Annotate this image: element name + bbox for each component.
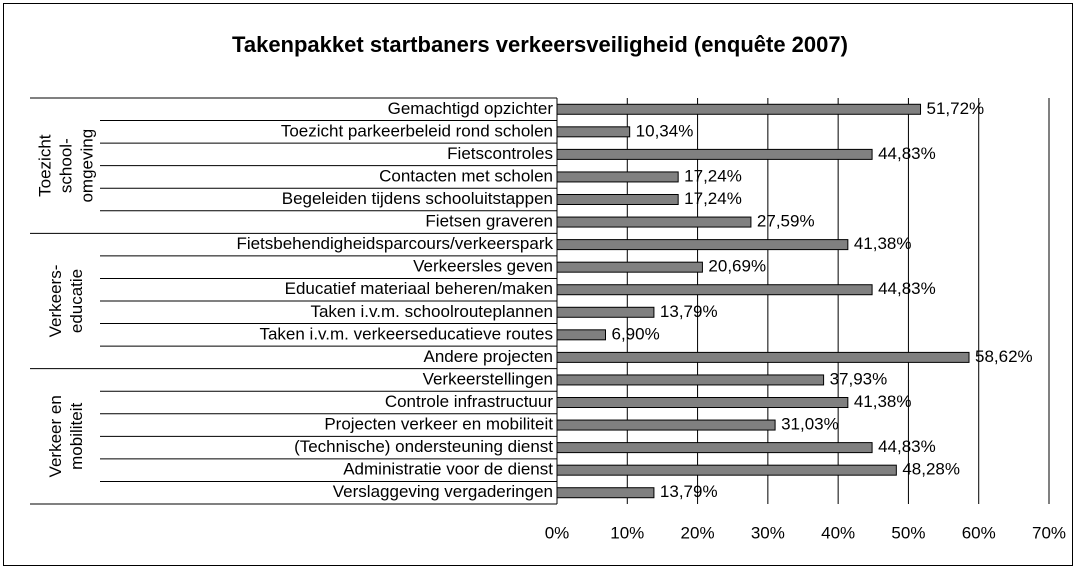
y-tick-label: Contacten met scholen [379, 166, 553, 185]
value-label: 44,83% [878, 437, 936, 456]
y-tick-label: Educatief materiaal beheren/maken [285, 279, 553, 298]
value-label: 48,28% [902, 460, 960, 479]
y-tick-label: Administratie voor de dienst [343, 460, 553, 479]
group-label: omgeving [77, 129, 96, 203]
group-label: Toezicht [35, 134, 54, 197]
y-tick-label: Andere projecten [424, 347, 553, 366]
y-tick-label: Verkeerstellingen [423, 369, 553, 388]
bar [556, 374, 825, 386]
value-label: 17,24% [684, 189, 742, 208]
y-tick-label: Fietscontroles [447, 144, 553, 163]
value-label: 41,38% [854, 392, 912, 411]
y-tick-label: Verslaggeving vergaderingen [333, 482, 553, 501]
bar [556, 148, 873, 160]
y-tick-label: Begeleiden tijdens schooluitstappen [282, 189, 553, 208]
value-label: 37,93% [830, 369, 888, 388]
y-tick-label: Taken i.v.m. verkeerseducatieve routes [259, 324, 553, 343]
group-label: Verkeer en [46, 395, 65, 477]
value-label: 6,90% [611, 324, 659, 343]
bar [556, 216, 752, 228]
bar [556, 419, 776, 431]
value-label: 27,59% [757, 212, 815, 231]
y-tick-label: (Technische) ondersteuning dienst [294, 437, 553, 456]
group-label: mobiliteit [67, 403, 86, 470]
value-label: 31,03% [781, 415, 839, 434]
bar [556, 261, 703, 273]
bar [556, 351, 970, 363]
value-label: 20,69% [708, 257, 766, 276]
value-label: 17,24% [684, 166, 742, 185]
value-label: 44,83% [878, 279, 936, 298]
y-tick-label: Gemachtigd opzichter [388, 99, 554, 118]
bar [556, 284, 873, 296]
x-tick-label: 10% [610, 523, 644, 542]
value-label: 41,38% [854, 234, 912, 253]
x-tick-label: 70% [1032, 523, 1066, 542]
x-tick-label: 20% [681, 523, 715, 542]
bar [556, 487, 655, 499]
y-tick-label: Fietsen graveren [425, 212, 553, 231]
bar [556, 306, 655, 318]
group-label: Verkeers- [46, 265, 65, 338]
y-tick-label: Toezicht parkeerbeleid rond scholen [281, 121, 553, 140]
bar [556, 397, 849, 408]
value-label: 10,34% [636, 121, 694, 140]
x-tick-label: 30% [751, 523, 785, 542]
bar [556, 239, 849, 251]
x-tick-label: 40% [821, 523, 855, 542]
group-label: school- [56, 138, 75, 193]
bar [556, 442, 873, 454]
group-label: educatie [67, 269, 86, 333]
x-tick-label: 0% [545, 523, 570, 542]
y-tick-label: Projecten verkeer en mobiliteit [324, 415, 553, 434]
bar [556, 126, 631, 138]
x-tick-label: 60% [962, 523, 996, 542]
bar [556, 171, 679, 183]
bar [556, 464, 897, 476]
y-tick-label: Fietsbehendigheidsparcours/verkeerspark [236, 234, 553, 253]
value-label: 13,79% [660, 482, 718, 501]
value-label: 13,79% [660, 302, 718, 321]
bar [556, 194, 679, 205]
value-label: 51,72% [927, 99, 985, 118]
bar [556, 329, 606, 341]
value-label: 44,83% [878, 144, 936, 163]
y-tick-label: Verkeersles geven [413, 257, 553, 276]
value-label: 58,62% [975, 347, 1033, 366]
y-tick-label: Taken i.v.m. schoolrouteplannen [310, 302, 553, 321]
y-tick-label: Controle infrastructuur [385, 392, 554, 411]
x-tick-label: 50% [891, 523, 925, 542]
chart-title: Takenpakket startbaners verkeersveilighe… [232, 32, 848, 57]
bar [556, 103, 922, 115]
